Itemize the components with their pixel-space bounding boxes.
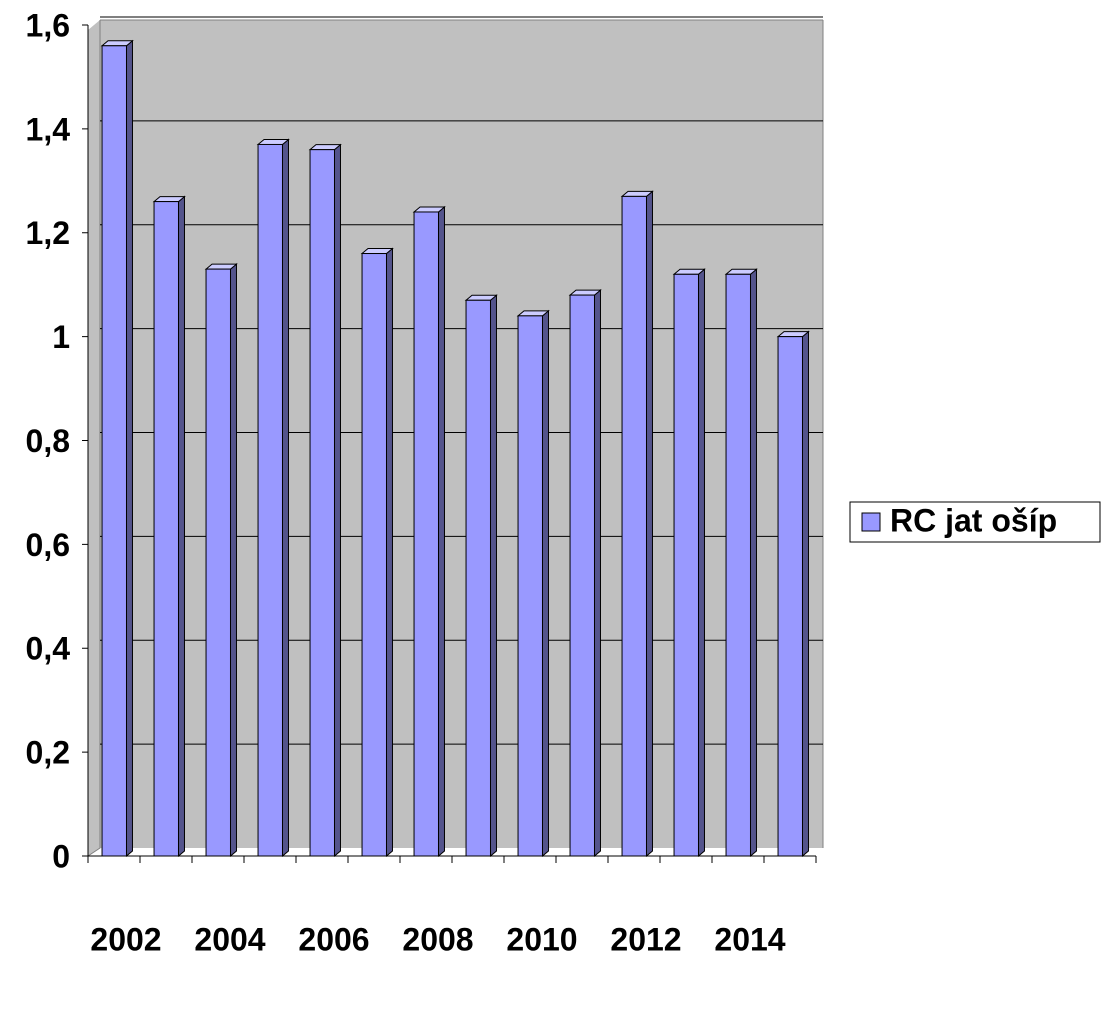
bar-side [229,263,237,858]
y-tick-label: 1 [52,319,70,355]
bar-top [152,196,186,203]
bar [205,268,231,857]
bar-side [489,294,497,858]
bar [361,253,387,857]
bar-side [645,190,653,858]
bar [309,149,335,857]
x-tick-label: 2014 [714,921,785,957]
bar-side [281,138,289,858]
y-tick-label: 0,4 [26,631,71,667]
bar-top [672,268,706,275]
bar-side [437,205,445,858]
x-tick-label: 2008 [402,921,473,957]
bar-side [333,143,341,858]
y-tick-label: 0,6 [26,527,70,563]
x-tick-label: 2002 [90,921,161,957]
bar-side [125,39,133,858]
y-tick-label: 0 [52,838,70,874]
bar-side [749,268,757,858]
bar [777,336,803,857]
bar-side [593,289,601,858]
bar-side [385,247,393,858]
y-tick-label: 1,4 [26,111,71,147]
legend-swatch [861,512,881,532]
bar [569,294,595,857]
bar [517,315,543,857]
legend-label: RC jat ošíp [890,502,1057,538]
bar [465,299,491,857]
bar-top [464,294,498,301]
y-tick-label: 1,2 [26,215,70,251]
bar-top [568,289,602,296]
bar-side [697,268,705,858]
bar [153,201,179,857]
x-tick-label: 2006 [298,921,369,957]
bar-top [776,331,810,338]
x-tick-label: 2012 [610,921,681,957]
wall-edge [87,20,101,857]
plot-wall [88,20,823,856]
y-tick-label: 0,8 [26,423,70,459]
bar [673,273,699,857]
bar-side [541,309,549,858]
y-tick-label: 0,2 [26,735,70,771]
bar [725,273,751,857]
bar-top [308,144,342,151]
bar [621,195,647,857]
bar [101,45,127,857]
bar [257,143,283,857]
bar-side [177,195,185,858]
x-tick-label: 2010 [506,921,577,957]
bar-top [516,310,550,317]
bar-top [204,263,238,270]
y-tick-label: 1,6 [26,7,70,43]
bar-top [100,40,134,47]
bar-top [620,190,654,197]
x-tick-label: 2004 [194,921,265,957]
bar-top [412,206,446,213]
bar-top [256,138,290,145]
bar [413,211,439,857]
legend-box [849,501,1101,543]
bar-top [360,248,394,255]
bar-top [724,268,758,275]
bar-side [801,330,809,858]
